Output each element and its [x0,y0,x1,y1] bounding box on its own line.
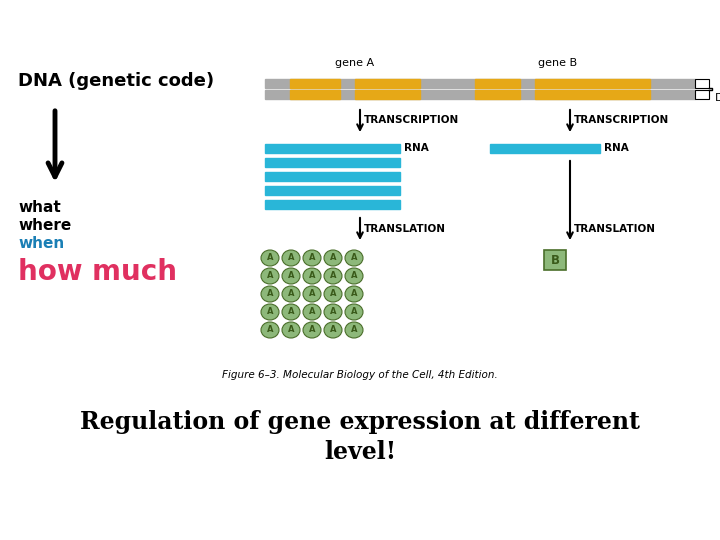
Text: TRANSLATION: TRANSLATION [364,224,446,234]
Ellipse shape [261,322,279,338]
Bar [475,90,520,99]
Ellipse shape [282,304,300,320]
Text: DNA (genetic code): DNA (genetic code) [18,72,214,90]
Bar [290,90,340,99]
Bar [265,172,400,181]
Text: TRANSLATION: TRANSLATION [574,224,656,234]
Text: A: A [266,289,274,299]
Bar [544,250,566,270]
Ellipse shape [282,286,300,302]
Ellipse shape [282,250,300,266]
Text: level!: level! [324,440,396,464]
Ellipse shape [345,250,363,266]
Ellipse shape [324,286,342,302]
Text: what: what [18,200,60,215]
Text: A: A [351,307,357,316]
Bar [695,79,709,88]
Text: A: A [309,307,315,316]
Ellipse shape [303,304,321,320]
Text: A: A [330,253,336,262]
Ellipse shape [345,268,363,284]
Text: A: A [288,253,294,262]
Bar [265,200,400,209]
Text: A: A [351,272,357,280]
Text: A: A [288,272,294,280]
Bar [265,144,400,153]
Text: DNA: DNA [715,93,720,103]
Ellipse shape [324,268,342,284]
Text: A: A [288,307,294,316]
Ellipse shape [282,322,300,338]
Text: Figure 6–3. Molecular Biology of the Cell, 4th Edition.: Figure 6–3. Molecular Biology of the Cel… [222,370,498,380]
Ellipse shape [303,250,321,266]
Bar [535,90,650,99]
Text: gene A: gene A [336,58,374,68]
Text: how much: how much [18,258,177,286]
Text: RNA: RNA [404,143,428,153]
Text: TRANSCRIPTION: TRANSCRIPTION [574,115,670,125]
Ellipse shape [261,250,279,266]
Text: A: A [330,307,336,316]
Text: A: A [351,289,357,299]
Text: A: A [266,253,274,262]
Text: where: where [18,218,71,233]
Ellipse shape [282,268,300,284]
Ellipse shape [324,250,342,266]
Ellipse shape [261,268,279,284]
Text: A: A [330,289,336,299]
Text: A: A [288,289,294,299]
Bar [265,186,400,195]
Bar [695,90,709,99]
Bar [475,79,520,88]
Bar [490,144,600,153]
Text: A: A [288,326,294,334]
Text: A: A [330,326,336,334]
Text: A: A [266,307,274,316]
Bar [290,79,340,88]
Text: gene B: gene B [539,58,577,68]
Ellipse shape [345,286,363,302]
Ellipse shape [324,304,342,320]
Text: Regulation of gene expression at different: Regulation of gene expression at differe… [80,410,640,434]
Ellipse shape [261,304,279,320]
Ellipse shape [303,286,321,302]
Bar [535,79,650,88]
Text: B: B [551,253,559,267]
Ellipse shape [345,304,363,320]
Text: A: A [351,326,357,334]
Ellipse shape [345,322,363,338]
Text: A: A [266,326,274,334]
Text: A: A [309,326,315,334]
Ellipse shape [303,268,321,284]
Ellipse shape [261,286,279,302]
Text: TRANSCRIPTION: TRANSCRIPTION [364,115,459,125]
Text: A: A [309,272,315,280]
Bar [265,90,695,99]
Bar [355,90,420,99]
Text: when: when [18,236,64,251]
Text: A: A [330,272,336,280]
Bar [355,79,420,88]
Ellipse shape [324,322,342,338]
Bar [265,79,695,88]
Text: A: A [266,272,274,280]
Text: A: A [351,253,357,262]
Bar [265,158,400,167]
Text: RNA: RNA [604,143,629,153]
Ellipse shape [303,322,321,338]
Text: A: A [309,289,315,299]
Text: A: A [309,253,315,262]
